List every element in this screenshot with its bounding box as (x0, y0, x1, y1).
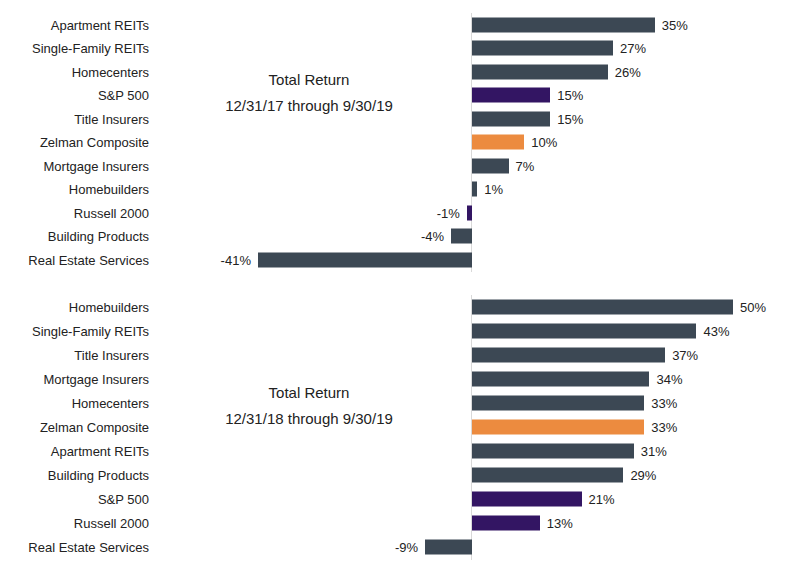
chart-row: Mortgage Insurers 34% (0, 367, 800, 391)
bar-rows: Apartment REITs 35% Single-Family REITs 27%… (0, 13, 800, 272)
chart-row: Russell 2000 13% (0, 511, 800, 535)
bar-apartment-reits (472, 444, 634, 459)
value-label-real-estate-services: -41% (221, 252, 251, 267)
category-label-homecenters: Homecenters (0, 396, 149, 411)
category-label-real-estate-services: Real Estate Services (0, 252, 149, 267)
value-label-s-p-500: 21% (589, 492, 615, 507)
bar-building-products (472, 468, 623, 483)
chart-total-return-2018: Total Return 12/31/18 through 9/30/19 Ho… (0, 295, 800, 560)
value-label-homecenters: 26% (615, 64, 641, 79)
bar-real-estate-services (258, 252, 472, 267)
category-label-mortgage-insurers: Mortgage Insurers (0, 158, 149, 173)
bar-title-insurers (472, 111, 550, 126)
bar-s-p-500 (472, 492, 582, 507)
category-label-title-insurers: Title Insurers (0, 111, 149, 126)
bar-title-insurers (472, 348, 665, 363)
chart-row: Apartment REITs 31% (0, 439, 800, 463)
value-label-mortgage-insurers: 7% (516, 158, 535, 173)
bar-homebuilders (472, 300, 733, 315)
category-label-real-estate-services: Real Estate Services (0, 540, 149, 555)
value-label-real-estate-services: -9% (395, 540, 418, 555)
value-label-homebuilders: 1% (484, 182, 503, 197)
chart-row: S&P 500 15% (0, 84, 800, 108)
bar-single-family-reits (472, 41, 613, 56)
value-label-building-products: 29% (630, 468, 656, 483)
chart-row: Apartment REITs 35% (0, 13, 800, 37)
category-label-building-products: Building Products (0, 468, 149, 483)
value-label-apartment-reits: 31% (641, 444, 667, 459)
value-label-single-family-reits: 27% (620, 41, 646, 56)
chart-row: Zelman Composite 10% (0, 131, 800, 155)
category-label-apartment-reits: Apartment REITs (0, 444, 149, 459)
value-label-homecenters: 33% (651, 396, 677, 411)
category-label-s-p-500: S&P 500 (0, 492, 149, 507)
category-label-homebuilders: Homebuilders (0, 300, 149, 315)
bar-s-p-500 (472, 88, 550, 103)
bar-single-family-reits (472, 324, 696, 339)
bar-zelman-composite (472, 135, 524, 150)
dual-bar-chart-canvas: Total Return 12/31/17 through 9/30/19 Ap… (0, 0, 800, 583)
category-label-zelman-composite: Zelman Composite (0, 420, 149, 435)
category-label-russell-2000: Russell 2000 (0, 516, 149, 531)
chart-row: Homecenters 33% (0, 391, 800, 415)
category-label-s-p-500: S&P 500 (0, 88, 149, 103)
bar-zelman-composite (472, 420, 644, 435)
value-label-title-insurers: 15% (557, 111, 583, 126)
value-label-russell-2000: -1% (437, 205, 460, 220)
category-label-mortgage-insurers: Mortgage Insurers (0, 372, 149, 387)
bar-russell-2000 (467, 205, 472, 220)
chart-row: Single-Family REITs 43% (0, 319, 800, 343)
chart-row: Zelman Composite 33% (0, 415, 800, 439)
bar-apartment-reits (472, 17, 655, 32)
bar-homecenters (472, 64, 608, 79)
value-label-s-p-500: 15% (557, 88, 583, 103)
category-label-single-family-reits: Single-Family REITs (0, 41, 149, 56)
category-label-zelman-composite: Zelman Composite (0, 135, 149, 150)
chart-row: Homebuilders 50% (0, 295, 800, 319)
chart-row: Single-Family REITs 27% (0, 37, 800, 61)
chart-row: Homebuilders 1% (0, 178, 800, 202)
value-label-apartment-reits: 35% (662, 17, 688, 32)
value-label-mortgage-insurers: 34% (656, 372, 682, 387)
chart-row: Real Estate Services -9% (0, 535, 800, 559)
bar-russell-2000 (472, 516, 540, 531)
chart-row: S&P 500 21% (0, 487, 800, 511)
category-label-title-insurers: Title Insurers (0, 348, 149, 363)
chart-row: Real Estate Services -41% (0, 248, 800, 272)
chart-row: Homecenters 26% (0, 60, 800, 84)
bar-mortgage-insurers (472, 158, 509, 173)
value-label-zelman-composite: 10% (531, 135, 557, 150)
chart-row: Mortgage Insurers 7% (0, 154, 800, 178)
bar-building-products (451, 229, 472, 244)
chart-total-return-2017: Total Return 12/31/17 through 9/30/19 Ap… (0, 13, 800, 272)
chart-row: Building Products 29% (0, 463, 800, 487)
value-label-zelman-composite: 33% (651, 420, 677, 435)
category-label-homecenters: Homecenters (0, 64, 149, 79)
value-label-single-family-reits: 43% (703, 324, 729, 339)
category-label-russell-2000: Russell 2000 (0, 205, 149, 220)
category-label-homebuilders: Homebuilders (0, 182, 149, 197)
value-label-title-insurers: 37% (672, 348, 698, 363)
category-label-single-family-reits: Single-Family REITs (0, 324, 149, 339)
bar-mortgage-insurers (472, 372, 649, 387)
bar-rows: Homebuilders 50% Single-Family REITs 43% Tit… (0, 295, 800, 559)
category-label-building-products: Building Products (0, 229, 149, 244)
bar-homebuilders (472, 182, 477, 197)
chart-row: Russell 2000 -1% (0, 201, 800, 225)
chart-row: Building Products -4% (0, 225, 800, 249)
value-label-homebuilders: 50% (740, 300, 766, 315)
bar-real-estate-services (425, 540, 472, 555)
bar-homecenters (472, 396, 644, 411)
chart-row: Title Insurers 15% (0, 107, 800, 131)
value-label-russell-2000: 13% (547, 516, 573, 531)
value-label-building-products: -4% (421, 229, 444, 244)
chart-row: Title Insurers 37% (0, 343, 800, 367)
category-label-apartment-reits: Apartment REITs (0, 17, 149, 32)
